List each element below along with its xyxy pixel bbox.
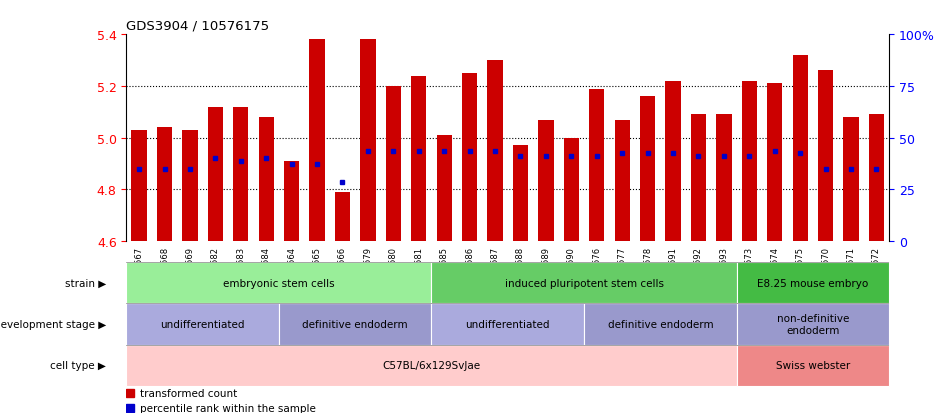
Bar [584, 304, 737, 345]
Text: development stage ▶: development stage ▶ [0, 319, 106, 329]
Bar [436, 136, 452, 242]
Text: C57BL/6x129SvJae: C57BL/6x129SvJae [383, 361, 480, 370]
Bar [843, 118, 858, 242]
Text: induced pluripotent stem cells: induced pluripotent stem cells [505, 278, 664, 288]
Bar [279, 304, 431, 345]
Bar [737, 304, 889, 345]
Bar [360, 40, 375, 242]
Bar [513, 146, 528, 242]
Bar [665, 82, 680, 242]
Bar [411, 76, 427, 242]
Bar [538, 120, 553, 242]
Bar [126, 345, 737, 386]
Text: undifferentiated: undifferentiated [465, 319, 550, 329]
Text: percentile rank within the sample: percentile rank within the sample [140, 403, 316, 413]
Bar [126, 262, 431, 304]
Bar [488, 61, 503, 242]
Bar [258, 118, 274, 242]
Bar [563, 138, 579, 242]
Bar [386, 87, 401, 242]
Bar [640, 97, 655, 242]
Text: Swiss webster: Swiss webster [776, 361, 850, 370]
Text: strain ▶: strain ▶ [65, 278, 106, 288]
Text: definitive endoderm: definitive endoderm [302, 319, 408, 329]
Text: embryonic stem cells: embryonic stem cells [223, 278, 335, 288]
Bar [589, 89, 605, 242]
Bar [716, 115, 732, 242]
Bar [768, 84, 782, 242]
Bar [431, 304, 584, 345]
Text: E8.25 mouse embryo: E8.25 mouse embryo [757, 278, 869, 288]
Text: non-definitive
endoderm: non-definitive endoderm [777, 313, 849, 335]
Bar [335, 192, 350, 242]
Bar [208, 107, 223, 242]
Bar [157, 128, 172, 242]
Bar [126, 304, 279, 345]
Bar [869, 115, 885, 242]
Bar [233, 107, 248, 242]
Text: GDS3904 / 10576175: GDS3904 / 10576175 [126, 19, 270, 33]
Bar [431, 262, 737, 304]
Bar [310, 40, 325, 242]
Bar [793, 56, 808, 242]
Bar [741, 82, 757, 242]
Bar [462, 74, 477, 242]
Bar [818, 71, 833, 242]
Bar [737, 262, 889, 304]
Bar [615, 120, 630, 242]
Text: definitive endoderm: definitive endoderm [607, 319, 713, 329]
Text: undifferentiated: undifferentiated [160, 319, 245, 329]
Bar [691, 115, 706, 242]
Text: cell type ▶: cell type ▶ [51, 361, 106, 370]
Bar [284, 161, 300, 242]
Bar [737, 345, 889, 386]
Bar [183, 131, 197, 242]
Text: transformed count: transformed count [140, 388, 238, 398]
Bar [131, 131, 147, 242]
